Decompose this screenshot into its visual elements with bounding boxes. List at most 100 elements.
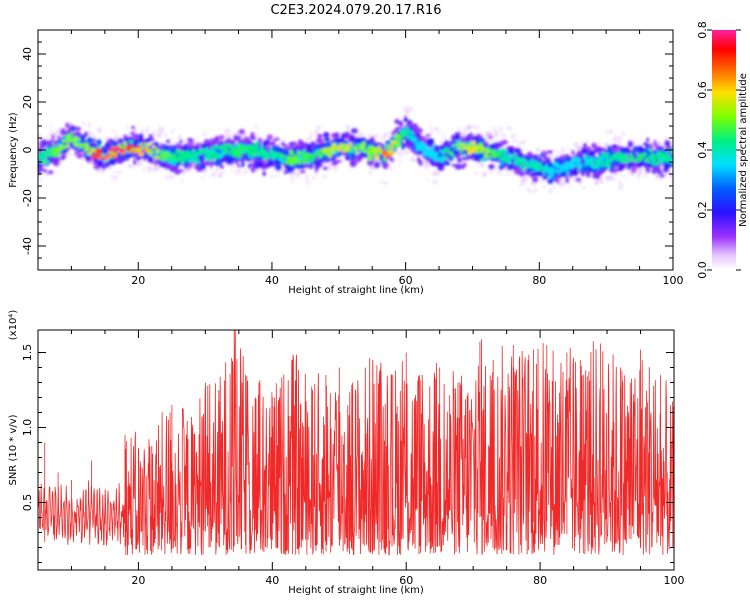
spectrogram-blob <box>413 138 418 143</box>
spectrogram-blob <box>633 139 636 145</box>
spectrogram-blob <box>240 146 245 151</box>
spectrogram-blob <box>507 157 511 164</box>
spectrogram-blob <box>455 163 461 170</box>
spectrogram-blob <box>403 106 410 112</box>
spectrogram-blob <box>140 128 144 134</box>
spectrogram-blob <box>552 185 556 189</box>
spectrogram-blob <box>530 165 534 168</box>
spectrogram-blob <box>462 162 467 167</box>
spectrogram-blob <box>646 159 651 163</box>
spectrogram-blob <box>375 147 378 152</box>
spectrogram-blob <box>637 145 643 151</box>
spectrogram-blob <box>212 150 217 154</box>
spectrogram-blob <box>493 151 500 155</box>
spectrogram-blob <box>317 126 322 129</box>
spectrogram-blob <box>163 133 168 137</box>
spectrogram-blob <box>596 147 603 153</box>
spectrogram-blob <box>157 167 161 171</box>
spectrogram-blob <box>102 153 106 158</box>
spectrogram-blob <box>438 145 445 150</box>
spectrogram-blob <box>296 151 302 156</box>
spectrogram-blob <box>151 145 156 149</box>
spectrogram-blob <box>422 138 427 143</box>
spectrogram-blob <box>270 155 275 160</box>
spectrogram-blob <box>560 181 566 187</box>
spectrogram-blob <box>518 170 526 177</box>
spectrogram-blob <box>292 156 295 161</box>
spectrogram-blob <box>274 175 279 179</box>
spectrogram-blob <box>349 136 354 141</box>
spectrogram-blob <box>60 128 66 135</box>
spectrogram-blob <box>429 131 433 136</box>
spectrogram-blob <box>526 169 532 173</box>
spectrogram-blob <box>203 148 208 154</box>
spectrogram-blob <box>145 129 149 134</box>
spectrogram-blob <box>540 180 543 183</box>
spectrogram-blob <box>239 150 243 153</box>
spectrogram-blob <box>362 148 368 151</box>
spectrogram-blob <box>319 153 322 157</box>
spectrogram-blob <box>507 126 512 131</box>
spectrogram-blob <box>355 137 363 144</box>
spectrogram-blob <box>437 157 443 162</box>
spectrogram-blob <box>190 152 194 157</box>
spectrogram-blob <box>328 152 332 159</box>
spectrogram-blob <box>473 150 478 154</box>
spectrogram-blob <box>290 176 295 179</box>
spectrogram-blob <box>96 139 102 146</box>
spectrogram-blob <box>563 166 567 171</box>
spectrogram-blob <box>388 165 393 170</box>
spectrogram-blob <box>44 159 50 165</box>
spectrogram-blob <box>192 155 195 159</box>
spectrogram-blob <box>561 147 565 153</box>
spectrogram-blob <box>284 151 290 155</box>
spectrogram-blob <box>125 154 133 158</box>
spectrogram-blob <box>425 141 431 146</box>
spectrogram-blob <box>609 165 614 172</box>
spectrogram-blob <box>314 170 319 175</box>
spectrogram-blob <box>228 151 232 154</box>
spectrogram-blob <box>655 175 659 180</box>
spectrogram-blob <box>346 124 350 131</box>
spectrogram-blob <box>101 156 105 160</box>
spectrogram-blob <box>179 139 183 144</box>
spectrogram-blob <box>474 152 479 160</box>
spectrogram-blob <box>38 141 45 149</box>
spectrogram-blob <box>520 140 526 144</box>
spectrogram-blob <box>565 176 569 184</box>
spectrogram-blob <box>155 155 160 160</box>
spectrogram-blob <box>257 148 260 152</box>
spectrogram-blob <box>373 167 376 171</box>
spectrogram-blob <box>66 154 71 160</box>
spectrogram-blob <box>180 158 186 164</box>
spectrogram-blob <box>40 155 45 160</box>
spectrogram-blob <box>322 175 328 178</box>
spectrogram-blob <box>275 164 282 171</box>
spectrogram-blob <box>452 154 455 159</box>
spectrogram-blob <box>491 126 497 132</box>
spectrogram-blob <box>85 155 91 160</box>
spectrogram-blob <box>224 128 230 132</box>
spectrogram-blob <box>158 125 165 132</box>
spectrogram-blob <box>219 153 223 158</box>
spectrogram-blob <box>303 157 309 163</box>
spectrogram-blob <box>149 153 152 156</box>
spectrogram-blob <box>105 154 111 157</box>
spectrogram-blob <box>466 124 472 131</box>
spectrogram-blob <box>407 134 411 139</box>
spectrogram-blob <box>139 134 144 142</box>
spectrogram-blob <box>445 156 449 160</box>
spectrogram-blob <box>609 156 612 159</box>
spectrogram-blob <box>323 137 330 142</box>
spectrogram-blob <box>297 154 303 161</box>
spectrogram-blob <box>54 156 60 162</box>
spectrogram-blob <box>432 144 435 150</box>
spectrogram-blob <box>331 147 337 150</box>
spectrogram-blob <box>425 178 430 181</box>
spectrogram-blob <box>502 150 506 157</box>
spectrogram-blob <box>289 149 293 156</box>
spectrogram-blob <box>601 151 606 157</box>
spectrogram-blob <box>613 134 618 141</box>
spectrogram-blob <box>292 159 296 163</box>
spectrogram-blob <box>387 147 391 150</box>
